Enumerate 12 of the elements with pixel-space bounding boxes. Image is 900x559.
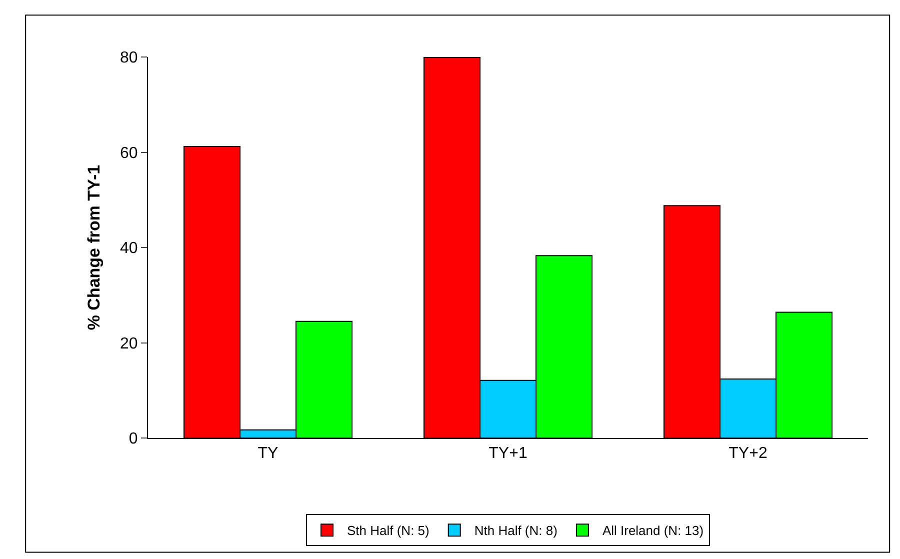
y-axis-title: % Change from TY-1 (84, 164, 104, 330)
legend-label: Nth Half (N: 8) (474, 523, 558, 538)
x-tick-label: TY+2 (728, 445, 768, 462)
x-tick-label: TY+1 (488, 445, 528, 462)
x-tick-label: TY (258, 445, 279, 462)
legend-label: All Ireland (N: 13) (602, 523, 704, 538)
y-tick-label: 40 (120, 240, 138, 258)
y-tick-label: 0 (128, 430, 138, 448)
y-tick-label: 20 (120, 335, 138, 352)
y-tick-label: 60 (120, 144, 138, 162)
y-tick-label: 80 (120, 50, 138, 67)
legend-label: Sth Half (N: 5) (347, 523, 430, 538)
